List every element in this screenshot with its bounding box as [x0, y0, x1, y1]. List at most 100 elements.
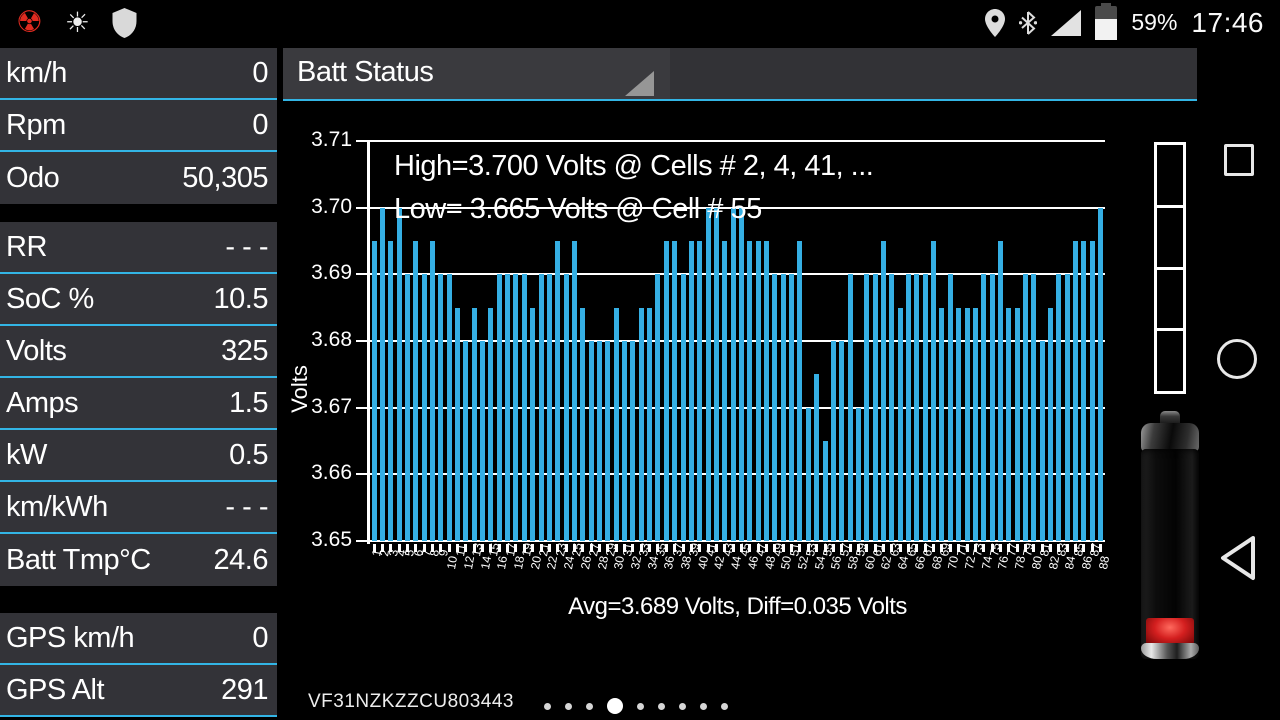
cell-voltage-bar — [722, 241, 728, 541]
gauge-segment-divider — [1157, 205, 1183, 208]
x-tick — [907, 544, 911, 552]
x-tick — [973, 544, 977, 552]
x-tick — [773, 544, 777, 552]
home-button[interactable] — [1217, 339, 1257, 379]
cell-voltage-bar — [396, 207, 402, 541]
cell-voltage-bar — [839, 341, 845, 541]
x-tick — [815, 544, 819, 552]
shield-icon — [112, 7, 137, 38]
chart-annotation: High=3.700 Volts @ Cells # 2, 4, 41, ...… — [394, 145, 874, 231]
x-tick — [982, 544, 986, 552]
x-tick — [673, 544, 677, 552]
page-indicator — [544, 697, 728, 715]
sidebar-row-amps: Amps 1.5 — [0, 378, 277, 430]
cell-voltage-bar — [755, 241, 761, 541]
x-tick — [422, 544, 426, 552]
x-tick-label: 72 — [962, 554, 979, 571]
cell-voltage-bar — [847, 274, 853, 541]
x-tick-label: 40 — [694, 554, 711, 571]
page-dot — [565, 702, 572, 710]
sidebar-row-gps-alt: GPS Alt 291 — [0, 665, 277, 717]
cell-voltage-bar — [538, 274, 544, 541]
sidebar-row-volts: Volts 325 — [0, 326, 277, 378]
back-button[interactable] — [1219, 535, 1257, 581]
sidebar-group-speed: km/h 0 Rpm 0 Odo 50,305 — [0, 48, 277, 204]
avg-diff-label: Avg=3.689 Volts, Diff=0.035 Volts — [568, 593, 907, 620]
gridline — [370, 140, 1105, 142]
row-value: 10.5 — [213, 282, 269, 315]
row-value: 50,305 — [182, 161, 268, 194]
sidebar-group-battery: RR - - - SoC % 10.5 Volts 325 Amps 1.5 k… — [0, 222, 277, 586]
cell-voltage-bar — [1081, 241, 1087, 541]
y-tick-label: 3.66 — [311, 461, 352, 485]
x-tick-label: 28 — [594, 554, 611, 571]
x-tick — [865, 544, 869, 552]
battery-level-image — [1141, 411, 1199, 672]
x-tick — [831, 544, 835, 552]
low-annotation: Low= 3.665 Volts @ Cell # 55 — [394, 193, 762, 225]
sidebar-row-gps-kmh: GPS km/h 0 — [0, 613, 277, 665]
cell-voltage-bar — [805, 407, 811, 541]
cell-voltage-bar — [588, 341, 594, 541]
row-label: Batt Tmp°C — [6, 543, 151, 576]
cell-voltage-bar — [713, 207, 719, 541]
x-tick — [890, 544, 894, 552]
cell-voltage-bar — [563, 274, 569, 541]
vin-label: VF31NZKZZCU803443 — [308, 691, 514, 712]
cell-voltage-bar — [471, 307, 477, 541]
x-tick — [923, 544, 927, 552]
row-label: Volts — [6, 334, 67, 367]
x-tick-label: 24 — [561, 554, 578, 571]
cell-voltage-bar — [480, 341, 486, 541]
x-tick-label: 46 — [744, 554, 761, 571]
x-tick — [848, 544, 852, 552]
row-label: Rpm — [6, 108, 66, 141]
cell-voltage-bar — [855, 407, 861, 541]
cell-voltage-bar — [605, 341, 611, 541]
x-tick — [840, 544, 844, 552]
y-tick — [356, 540, 367, 542]
gridline — [370, 340, 1105, 342]
row-value: 1.5 — [229, 386, 268, 419]
status-icons-left: ☢ ☀ — [16, 7, 137, 38]
x-tick-label: 86 — [1078, 554, 1096, 571]
y-tick-label: 3.69 — [311, 261, 352, 285]
cell-voltage-bar — [1056, 274, 1062, 541]
cell-voltage-bar — [680, 274, 686, 541]
row-label: RR — [6, 230, 47, 263]
row-value: 0 — [252, 108, 268, 141]
battery-status-icon — [1095, 2, 1118, 40]
x-tick — [698, 544, 702, 552]
x-tick — [489, 544, 493, 552]
x-tick — [572, 544, 576, 552]
y-axis-line — [367, 140, 370, 544]
x-tick — [481, 544, 485, 552]
cell-voltage-bar — [613, 307, 619, 541]
y-tick-label: 3.70 — [311, 194, 352, 218]
x-tick-label: 34 — [644, 554, 661, 571]
x-tick — [706, 544, 710, 552]
screen-selector-spinner[interactable]: Batt Status — [283, 48, 670, 99]
x-tick — [1074, 544, 1078, 552]
page-dot — [721, 702, 728, 710]
cell-voltage-bar — [730, 207, 736, 541]
row-label: km/h — [6, 56, 67, 89]
cell-voltage-bar — [789, 274, 795, 541]
x-tick-label: 38 — [678, 554, 695, 571]
high-annotation: High=3.700 Volts @ Cells # 2, 4, 41, ... — [394, 150, 874, 182]
row-value: - - - — [225, 490, 268, 523]
signal-icon — [1051, 9, 1082, 36]
cell-voltage-bar — [413, 241, 419, 541]
soc-gauge — [1154, 142, 1186, 394]
x-tick-label: 10 — [444, 554, 461, 571]
cell-voltage-bar — [1098, 207, 1104, 541]
cell-voltage-bar — [1089, 241, 1095, 541]
recents-button[interactable] — [1224, 144, 1254, 176]
x-tick — [1065, 544, 1069, 552]
cell-voltage-bar — [964, 307, 970, 541]
x-tick — [397, 544, 401, 552]
x-tick — [464, 544, 468, 552]
clock: 17:46 — [1191, 6, 1264, 38]
x-tick — [1082, 544, 1086, 552]
